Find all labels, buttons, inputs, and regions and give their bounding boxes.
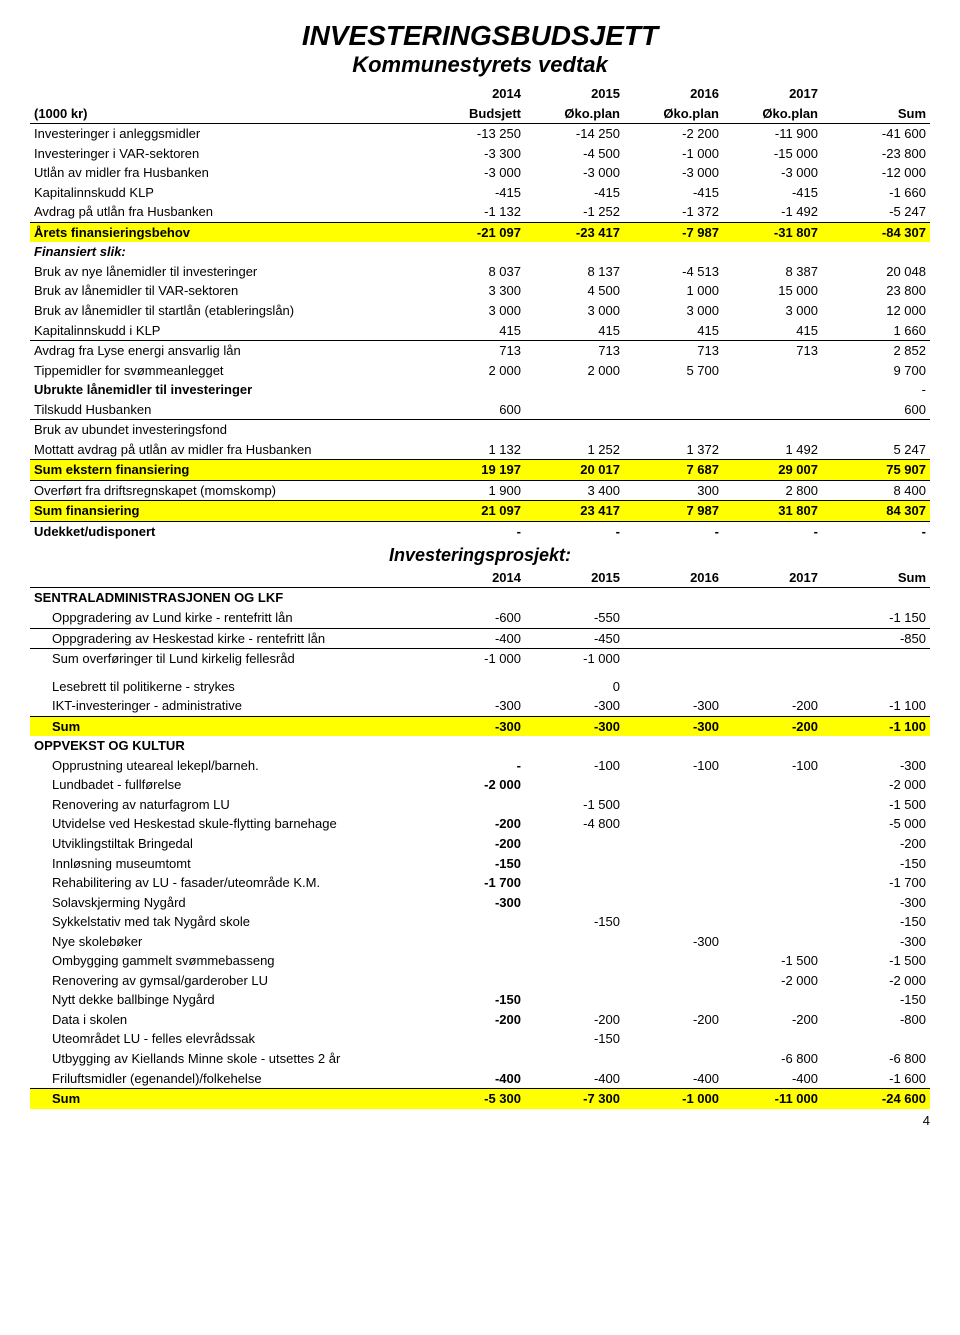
table-row: Tippemidler for svømmeanlegget2 0002 000… [30,361,930,381]
col-unit-label: (1000 kr) [30,104,426,124]
table-row: Sum ekstern finansiering19 19720 0177 68… [30,460,930,481]
page-number: 4 [30,1113,930,1128]
table-row: Årets finansieringsbehov-21 097-23 417-7… [30,222,930,242]
table-row: Mottatt avdrag på utlån av midler fra Hu… [30,440,930,460]
projects-title: Investeringsprosjekt: [30,542,930,568]
table-row: Utvidelse ved Heskestad skule-flytting b… [30,814,930,834]
table-row: Nye skolebøker-300-300 [30,932,930,952]
pcol-2014: 2014 [426,568,525,588]
table-row: Investeringer i anleggsmidler-13 250-14 … [30,124,930,144]
col-budsjett: Budsjett [426,104,525,124]
table-row: Lesebrett til politikerne - strykes0 [30,677,930,697]
table-row: Sykkelstativ med tak Nygård skole-150-15… [30,912,930,932]
col-oko1: Øko.plan [525,104,624,124]
table-row: Sum overføringer til Lund kirkelig felle… [30,649,930,669]
page-subtitle: Kommunestyrets vedtak [30,52,930,78]
page-title: INVESTERINGSBUDSJETT [30,20,930,52]
table-row: Solavskjerming Nygård-300-300 [30,893,930,913]
table-row: Sum-5 300-7 300-1 000-11 000-24 600 [30,1089,930,1109]
table-row: Nytt dekke ballbinge Nygård-150-150 [30,990,930,1010]
table-row: Ubrukte lånemidler til investeringer- [30,380,930,400]
col-2016: 2016 [624,84,723,104]
table-row: Bruk av ubundet investeringsfond [30,420,930,440]
pcol-2017: 2017 [723,568,822,588]
table-row: Ombygging gammelt svømmebasseng-1 500-1 … [30,951,930,971]
table-row: Utlån av midler fra Husbanken-3 000-3 00… [30,163,930,183]
table-row: Innløsning museumtomt-150-150 [30,854,930,874]
budget-table: 2014 2015 2016 2017 (1000 kr) Budsjett Ø… [30,84,930,1109]
table-row: Renovering av gymsal/garderober LU-2 000… [30,971,930,991]
table-row: Uteområdet LU - felles elevrådssak-150 [30,1029,930,1049]
table-row: Tilskudd Husbanken600600 [30,400,930,420]
table-row: Udekket/udisponert----- [30,522,930,542]
section-header: OPPVEKST OG KULTUR [30,736,930,756]
col-2014: 2014 [426,84,525,104]
col-2017: 2017 [723,84,822,104]
table-row: Friluftsmidler (egenandel)/folkehelse-40… [30,1069,930,1089]
table-row: Lundbadet - fullførelse-2 000-2 000 [30,775,930,795]
pcol-sum: Sum [822,568,930,588]
table-row: IKT-investeringer - administrative-300-3… [30,696,930,716]
col-unit [30,84,426,104]
col-oko2: Øko.plan [624,104,723,124]
table-row: Avdrag fra Lyse energi ansvarlig lån7137… [30,341,930,361]
table-row: Bruk av lånemidler til startlån (etabler… [30,301,930,321]
col-2015: 2015 [525,84,624,104]
table-row: Overført fra driftsregnskapet (momskomp)… [30,480,930,501]
table-row: Avdrag på utlån fra Husbanken-1 132-1 25… [30,202,930,222]
table-row: Oppgradering av Lund kirke - rentefritt … [30,608,930,628]
table-row: Finansiert slik: [30,242,930,262]
table-row: Kapitalinnskudd KLP-415-415-415-415-1 66… [30,183,930,203]
pcol-2016: 2016 [624,568,723,588]
table-row: Oppgradering av Heskestad kirke - rentef… [30,628,930,649]
table-row: Investeringer i VAR-sektoren-3 300-4 500… [30,144,930,164]
table-row: Sum-300-300-300-200-1 100 [30,716,930,736]
table-row: Rehabilitering av LU - fasader/uteområde… [30,873,930,893]
col-sum: Sum [822,104,930,124]
table-row: Opprustning uteareal lekepl/barneh.--100… [30,756,930,776]
table-row: Utviklingstiltak Bringedal-200-200 [30,834,930,854]
table-row: Bruk av lånemidler til VAR-sektoren3 300… [30,281,930,301]
col-empty [822,84,930,104]
table-row: Sum finansiering21 09723 4177 98731 8078… [30,501,930,522]
table-row: Renovering av naturfagrom LU-1 500-1 500 [30,795,930,815]
col-oko3: Øko.plan [723,104,822,124]
table-row: Kapitalinnskudd i KLP4154154154151 660 [30,321,930,341]
pcol-2015: 2015 [525,568,624,588]
table-row: Data i skolen-200-200-200-200-800 [30,1010,930,1030]
section-header: SENTRALADMINISTRASJONEN OG LKF [30,588,930,608]
table-row: Utbygging av Kiellands Minne skole - uts… [30,1049,930,1069]
table-row: Bruk av nye lånemidler til investeringer… [30,262,930,282]
